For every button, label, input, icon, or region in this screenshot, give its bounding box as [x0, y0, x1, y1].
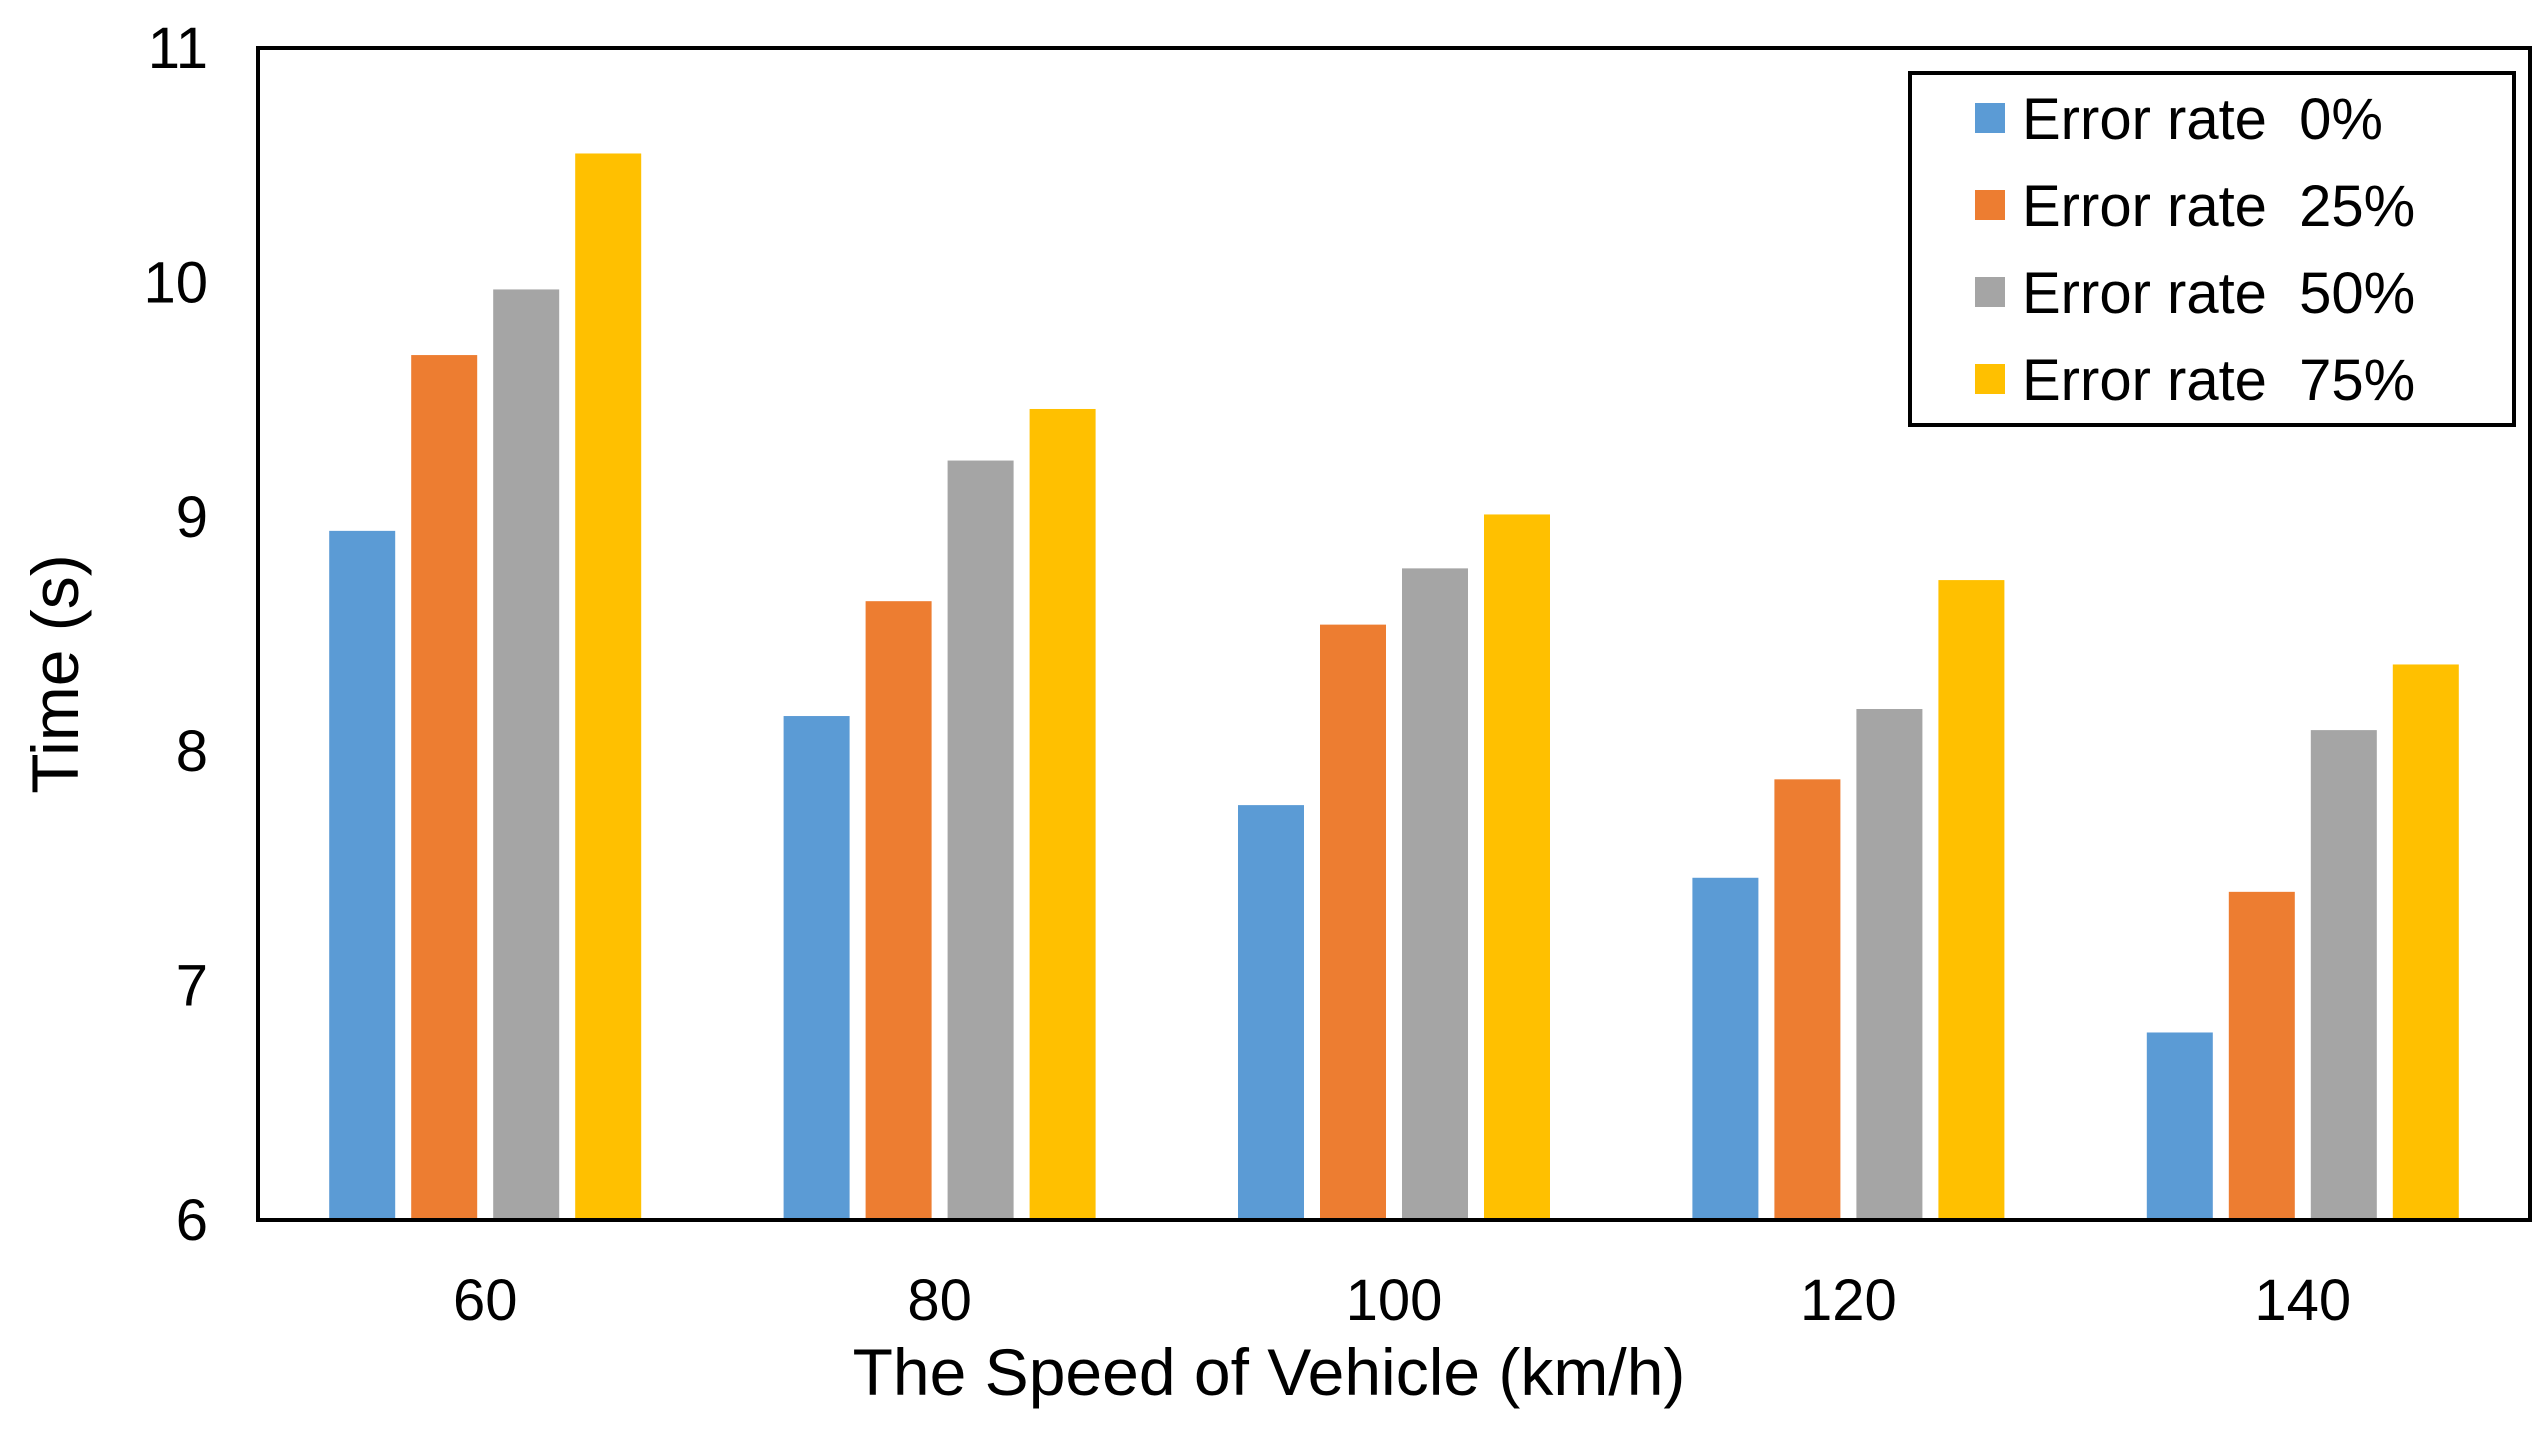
x-axis-tick-labels: 60 80 100 120 140	[453, 1268, 2351, 1333]
legend-swatch	[1975, 103, 2005, 133]
legend-label: Error rate 50%	[2022, 261, 2415, 326]
y-tick-label: 9	[176, 485, 208, 550]
bar-60-series-3	[575, 153, 642, 1221]
y-tick-label: 8	[176, 719, 208, 784]
y-tick-label: 11	[148, 16, 208, 81]
bar-140-series-0	[2146, 1032, 2213, 1220]
bar-80-series-0	[783, 716, 850, 1220]
bar-120-series-2	[1856, 709, 1923, 1220]
legend-box	[1908, 71, 2516, 427]
bar-100-series-0	[1238, 805, 1304, 1220]
x-tick-label: 80	[907, 1268, 972, 1333]
bar-140-series-3	[2392, 664, 2459, 1220]
x-tick-label: 140	[2254, 1268, 2351, 1333]
bar-60-series-0	[329, 530, 396, 1220]
bar-60-series-2	[493, 289, 560, 1220]
legend-label: Error rate 25%	[2022, 174, 2415, 239]
y-axis-tick-labels: 6 7 8 9 10 11	[143, 16, 208, 1253]
x-axis-title: The Speed of Vehicle (km/h)	[853, 1335, 1686, 1409]
legend-label: Error rate 75%	[2022, 348, 2415, 413]
bar-120-series-3	[1938, 580, 2005, 1220]
y-tick-label: 10	[143, 250, 208, 315]
legend: Error rate 0% Error rate 25% Error rate 50…	[1908, 71, 2516, 427]
bar-80-series-2	[947, 460, 1014, 1220]
x-tick-label: 100	[1346, 1268, 1443, 1333]
bar-100-series-2	[1402, 568, 1468, 1220]
plot-area-frame	[256, 46, 2532, 1222]
bar-100-series-1	[1320, 624, 1386, 1220]
y-tick-label: 6	[176, 1188, 208, 1253]
legend-swatch	[1975, 190, 2005, 220]
legend-swatch	[1975, 364, 2005, 394]
bar-series-group	[329, 153, 2459, 1221]
y-tick-label: 7	[176, 954, 208, 1019]
bar-80-series-3	[1029, 408, 1096, 1220]
bar-80-series-1	[865, 601, 932, 1220]
legend-swatch	[1975, 277, 2005, 307]
bar-100-series-3	[1484, 514, 1550, 1220]
legend-label: Error rate 0%	[2022, 87, 2383, 152]
bar-120-series-1	[1774, 779, 1841, 1220]
bar-120-series-0	[1692, 877, 1759, 1220]
x-tick-label: 60	[453, 1268, 518, 1333]
x-tick-label: 120	[1800, 1268, 1897, 1333]
bar-60-series-1	[411, 355, 478, 1221]
y-axis-title: Time (s)	[18, 554, 92, 794]
bar-140-series-2	[2310, 730, 2377, 1220]
bar-140-series-1	[2228, 891, 2295, 1220]
